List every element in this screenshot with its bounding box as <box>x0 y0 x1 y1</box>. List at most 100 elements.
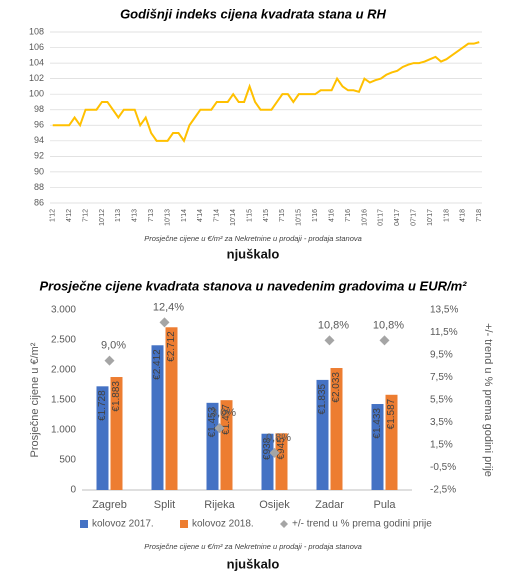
bar-value-label: €1.728 <box>97 390 108 421</box>
source-note: Prosječne cijene u €/m² za Nekretnine u … <box>144 542 362 551</box>
x-tick-label: 7'13 <box>148 209 155 222</box>
x-tick-label: Zadar <box>315 499 344 511</box>
x-tick-label: 10'15 <box>296 209 303 226</box>
bar <box>371 404 384 490</box>
x-tick-label: 7'18 <box>476 209 483 222</box>
y2-tick-label: -2,5% <box>430 485 456 496</box>
y-tick-label: 86 <box>34 197 44 207</box>
legend-label: kolovoz 2017. <box>92 519 154 530</box>
x-tick-label: 7'16 <box>345 209 352 222</box>
x-tick-label: 4'18 <box>460 209 467 222</box>
y-tick-label: 3.000 <box>51 305 76 316</box>
y-tick-label: 0 <box>70 485 76 496</box>
x-tick-label: 10'16 <box>361 209 368 226</box>
legend-label: kolovoz 2018. <box>192 519 254 530</box>
x-tick-label: 1'18 <box>443 209 450 222</box>
x-tick-label: 1'12 <box>50 209 57 222</box>
trend-label: 9,0% <box>101 340 126 352</box>
trend-label: 10,8% <box>318 319 349 331</box>
y-tick-label: 1.000 <box>51 425 76 436</box>
x-tick-label: 1'15 <box>246 209 253 222</box>
x-tick-label: 10'12 <box>99 209 106 226</box>
bar <box>275 433 288 490</box>
y-tick-label: 88 <box>34 182 44 192</box>
y-tick-label: 92 <box>34 151 44 161</box>
x-tick-label: Zagreb <box>92 499 127 511</box>
x-tick-label: 4'16 <box>328 209 335 222</box>
x-tick-label: 01'17 <box>378 209 385 226</box>
bar-value-label: €1.835 <box>317 383 328 414</box>
bar-value-label: €945 <box>276 437 287 460</box>
logo: njuškalo <box>227 556 280 571</box>
source-note: Prosječne cijene u €/m² za Nekretnine u … <box>144 234 362 243</box>
x-tick-label: 4'14 <box>197 209 204 222</box>
chart-title: Prosječne cijene kvadrata stanova u nave… <box>40 278 468 293</box>
bar-value-label: €1.497 <box>221 404 232 435</box>
bar-value-label: €2.712 <box>166 331 177 362</box>
trend-label: 10,8% <box>373 319 404 331</box>
y2-tick-label: 9,5% <box>430 350 453 361</box>
y-tick-label: 94 <box>34 135 44 145</box>
y-tick-label: 2.500 <box>51 335 76 346</box>
bar <box>330 368 343 490</box>
trend-marker <box>324 335 335 346</box>
bar <box>206 402 219 490</box>
y2-tick-label: 13,5% <box>430 305 458 316</box>
x-tick-label: Split <box>154 499 175 511</box>
x-tick-label: 1'13 <box>115 209 122 222</box>
x-tick-label: 07'17 <box>410 209 417 226</box>
legend-swatch <box>280 520 288 528</box>
y-tick-label: 90 <box>34 166 44 176</box>
bar <box>96 386 109 490</box>
x-tick-label: Pula <box>373 499 396 511</box>
bar-value-label: €938 <box>262 437 273 460</box>
x-tick-label: 10'13 <box>164 209 171 226</box>
y2-tick-label: 5,5% <box>430 395 453 406</box>
y-tick-label: 102 <box>29 73 44 83</box>
bar-value-label: €2.412 <box>152 349 163 380</box>
y2-tick-label: 3,5% <box>430 417 453 428</box>
trend-marker <box>159 317 170 328</box>
y2-tick-label: 7,5% <box>430 372 453 383</box>
x-tick-label: 7'14 <box>214 209 221 222</box>
x-tick-label: 10'14 <box>230 209 237 226</box>
y-tick-label: 98 <box>34 104 44 114</box>
trend-marker <box>104 355 115 366</box>
y-tick-label: 100 <box>29 89 44 99</box>
y2-tick-label: 11,5% <box>430 327 458 338</box>
x-tick-label: 4'15 <box>263 209 270 222</box>
x-tick-label: Osijek <box>259 499 290 511</box>
legend-label: +/- trend u % prema godini prije <box>292 519 432 530</box>
bar <box>110 377 123 490</box>
bar-value-label: €1.433 <box>372 408 383 439</box>
bar-value-label: €2.033 <box>331 372 342 403</box>
y-tick-label: 104 <box>29 57 44 67</box>
x-tick-label: 4'12 <box>66 209 73 222</box>
x-tick-label: 10'17 <box>427 209 434 226</box>
legend-swatch <box>80 520 88 528</box>
bar-value-label: €1.587 <box>386 398 397 429</box>
y-tick-label: 2.000 <box>51 365 76 376</box>
x-tick-label: 4'13 <box>132 209 139 222</box>
bar <box>151 345 164 490</box>
bar <box>316 379 329 490</box>
trend-label: 0,8% <box>266 432 291 444</box>
trend-marker <box>269 447 280 458</box>
y-tick-label: 106 <box>29 42 44 52</box>
x-tick-label: 7'15 <box>279 209 286 222</box>
data-line <box>52 41 480 143</box>
y-axis-title: Prosječne cijene u €/m² <box>29 342 41 457</box>
trend-marker <box>214 423 225 434</box>
x-tick-label: 04'17 <box>394 209 401 226</box>
y-tick-label: 108 <box>29 26 44 36</box>
trend-marker <box>379 335 390 346</box>
x-tick-label: 1'14 <box>181 209 188 222</box>
x-tick-label: 7'12 <box>82 209 89 222</box>
y-tick-label: 96 <box>34 120 44 130</box>
y-tick-label: 1.500 <box>51 395 76 406</box>
logo: njuškalo <box>227 246 280 261</box>
y2-axis-title: +/- trend u % prema godini prije <box>482 323 494 477</box>
trend-label: 3,0% <box>211 407 236 419</box>
x-tick-label: Rijeka <box>204 499 235 511</box>
